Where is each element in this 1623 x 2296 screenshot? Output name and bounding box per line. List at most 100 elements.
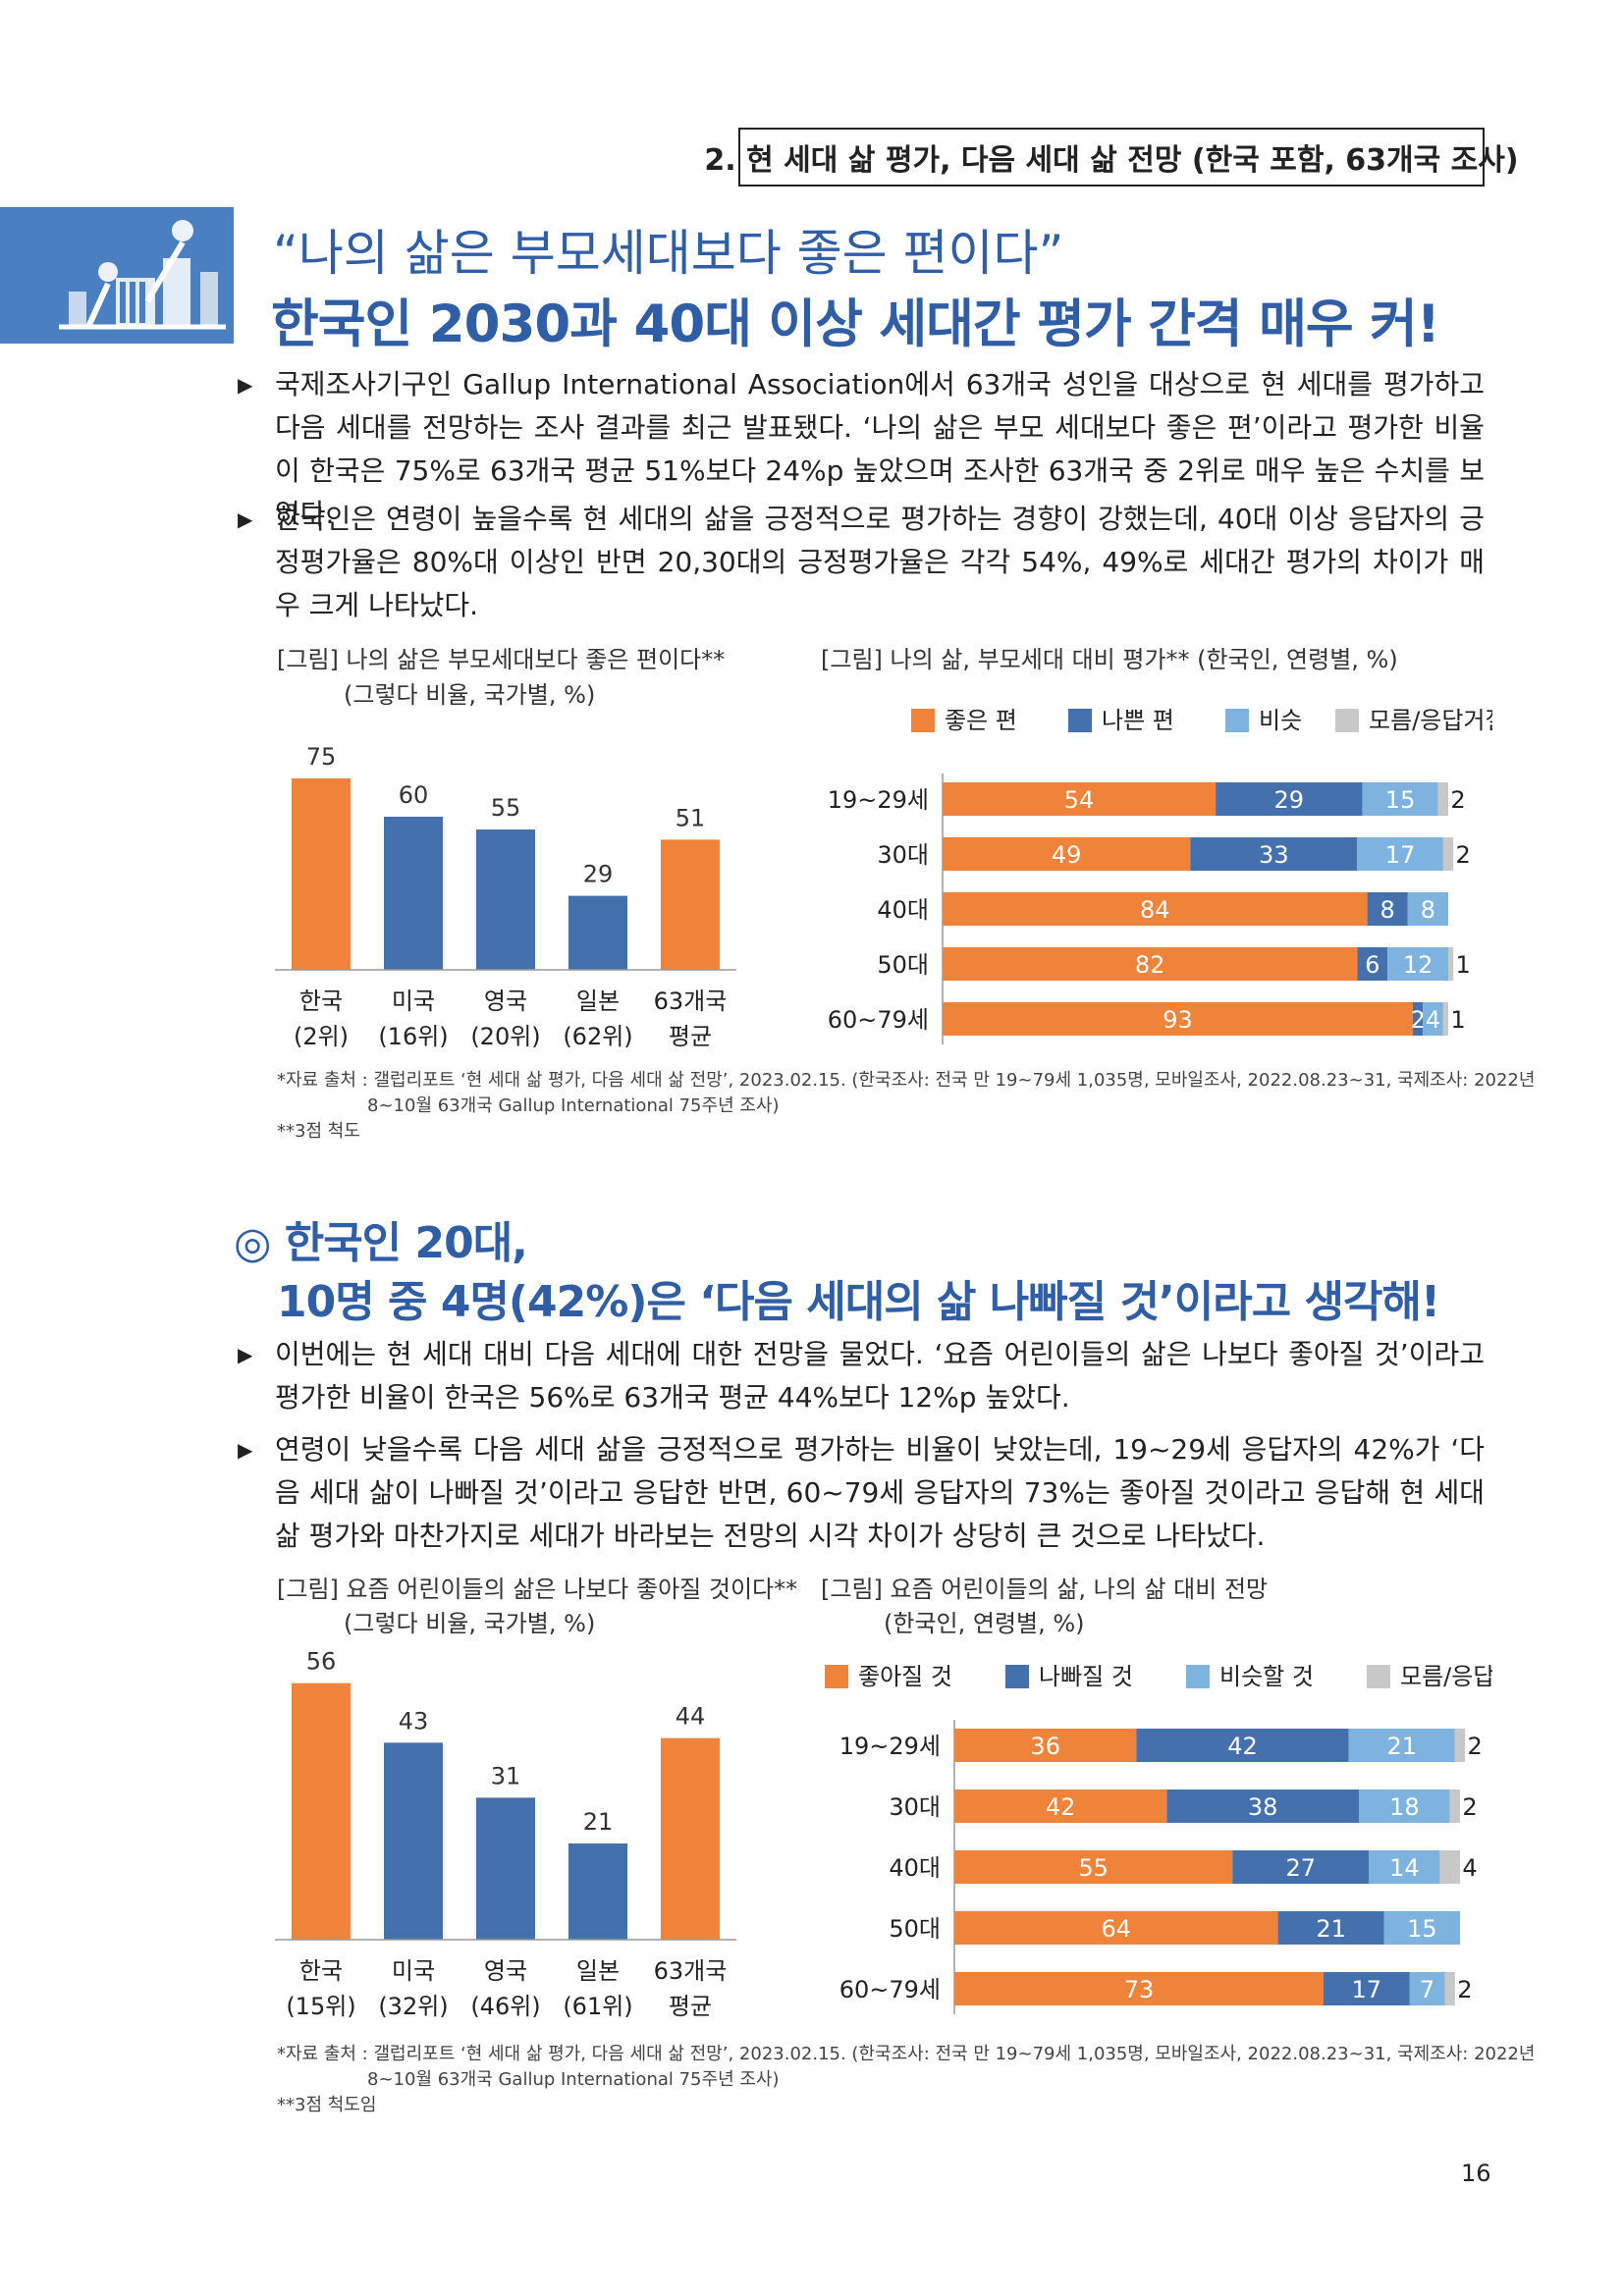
tick-label: 한국	[299, 988, 343, 1015]
legend-label: 좋아질 것	[858, 1663, 952, 1690]
bullet-icon: ▶	[238, 1438, 253, 1462]
tick-label: (46위)	[470, 1993, 540, 2018]
bar	[568, 1843, 627, 1940]
tick-label: 63개국	[654, 988, 728, 1015]
bar-segment	[1449, 1789, 1460, 1823]
data-label: 38	[1248, 1793, 1278, 1821]
bar-segment	[954, 1789, 1167, 1823]
fig4-caption: [그림] 요즘 어린이들의 삶, 나의 삶 대비 전망	[821, 1575, 1269, 1603]
bar-segment	[954, 1972, 1324, 2005]
bar	[292, 1682, 351, 1940]
fig2-caption: [그림] 나의 삶, 부모세대 대비 평가** (한국인, 연령별, %)	[821, 646, 1398, 673]
bar	[568, 895, 627, 970]
bar-segment	[1359, 1789, 1450, 1823]
bar-segment	[1444, 1972, 1455, 2005]
data-label: 18	[1389, 1793, 1420, 1821]
bar-segment	[1232, 1850, 1370, 1884]
data-label: 4	[1462, 1854, 1477, 1882]
fig1-caption: [그림] 나의 삶은 부모세대보다 좋은 편이다**	[277, 646, 726, 673]
category-label: 19~29세	[839, 1733, 941, 1760]
bar	[384, 1742, 443, 1940]
data-label: 2	[1462, 1793, 1477, 1821]
data-label: 17	[1385, 841, 1416, 869]
source-note-1: *자료 출처 : 갤럽리포트 ‘현 세대 삶 평가, 다음 세대 삶 전망’, …	[277, 1070, 1536, 1091]
category-label: 40대	[877, 896, 929, 924]
bar-segment	[1190, 837, 1358, 871]
bar-segment	[1367, 892, 1408, 926]
bar-segment	[1369, 1850, 1440, 1884]
data-label: 73	[1124, 1976, 1155, 2003]
section-heading-line1: ◎ 한국인 20대,	[234, 1218, 528, 1268]
bar-segment	[954, 1729, 1137, 1762]
bar-segment	[943, 947, 1358, 981]
data-label: 56	[306, 1648, 337, 1676]
bar	[661, 1737, 720, 1940]
legend-label: 모름/응답거절	[1400, 1663, 1492, 1690]
data-label: 17	[1351, 1976, 1381, 2003]
data-label: 75	[306, 743, 337, 771]
tick-label: (16위)	[378, 1023, 448, 1050]
bar-segment	[1136, 1729, 1349, 1762]
legend-label: 모름/응답거절	[1369, 707, 1492, 734]
data-label: 60	[399, 781, 429, 809]
chart-people-icon	[59, 220, 226, 330]
data-label: 21	[1387, 1733, 1418, 1760]
page-number: 16	[1461, 2160, 1491, 2187]
bar-segment	[1216, 782, 1363, 816]
tick-label: (20위)	[470, 1023, 540, 1050]
legend-swatch	[1186, 1665, 1210, 1688]
tick-label: 한국	[299, 1957, 343, 1985]
legend-swatch	[1367, 1665, 1390, 1688]
data-label: 2	[1457, 1976, 1472, 2003]
data-label: 12	[1403, 951, 1434, 979]
bar-segment	[943, 892, 1368, 926]
category-label: 19~29세	[828, 786, 929, 814]
legend-swatch	[911, 709, 935, 732]
fig3-caption: [그림] 요즘 어린이들의 삶은 나보다 좋아질 것이다**	[277, 1575, 798, 1603]
fig1-subcaption: (그렇다 비율, 국가별, %)	[344, 681, 596, 709]
data-label: 2	[1450, 786, 1465, 814]
data-label: 8	[1380, 896, 1395, 924]
category-label: 60~79세	[839, 1976, 941, 2003]
data-label: 15	[1385, 786, 1416, 814]
bar-segment	[1362, 782, 1438, 816]
bullet-icon: ▶	[238, 1343, 253, 1366]
scale-note-1: **3점 척도	[277, 1121, 360, 1142]
data-label: 14	[1389, 1854, 1420, 1882]
tick-label: 미국	[392, 988, 435, 1015]
tick-label: (61위)	[563, 1993, 632, 2018]
legend-swatch	[1005, 1665, 1029, 1688]
data-label: 44	[676, 1703, 706, 1731]
source-note-2: *자료 출처 : 갤럽리포트 ‘현 세대 삶 평가, 다음 세대 삶 전망’, …	[277, 2044, 1536, 2064]
tick-label: 63개국	[654, 1957, 728, 1985]
data-label: 2	[1468, 1733, 1483, 1760]
data-label: 64	[1102, 1915, 1132, 1943]
bar-segment	[1323, 1972, 1410, 2005]
tick-label: 일본	[576, 988, 620, 1015]
tick-label: 영국	[484, 988, 527, 1015]
category-label: 30대	[889, 1793, 941, 1821]
legend-label: 좋은 편	[945, 707, 1017, 734]
bar-segment	[954, 1850, 1233, 1884]
bullet-icon: ▶	[238, 507, 253, 531]
category-label: 30대	[877, 841, 929, 869]
bar-segment	[943, 782, 1217, 816]
bar-segment	[1277, 1911, 1384, 1945]
tick-label: (15위)	[286, 1993, 355, 2018]
data-label: 27	[1286, 1854, 1317, 1882]
data-label: 36	[1030, 1733, 1060, 1760]
tick-label: (62위)	[563, 1023, 632, 1050]
bar-segment	[1439, 1850, 1460, 1884]
data-label: 84	[1140, 896, 1170, 924]
bar-segment	[1437, 782, 1448, 816]
paragraph-2: ▶ 한국인은 연령이 높을수록 현 세대의 삶을 긍정적으로 평가하는 경향이 …	[238, 498, 1485, 627]
bullet-icon: ▶	[238, 373, 253, 397]
section-tag: 2. 현 세대 삶 평가, 다음 세대 삶 전망 (한국 포함, 63개국 조사…	[704, 128, 1519, 187]
scale-note-2: **3점 척도임	[277, 2095, 377, 2115]
bar-segment	[1448, 947, 1454, 981]
data-label: 7	[1420, 1976, 1434, 2003]
quote-title: “나의 삶은 부모세대보다 좋은 편이다”	[273, 225, 1064, 282]
data-label: 55	[1078, 1854, 1109, 1882]
data-label: 2	[1456, 841, 1471, 869]
legend-swatch	[1225, 709, 1249, 732]
